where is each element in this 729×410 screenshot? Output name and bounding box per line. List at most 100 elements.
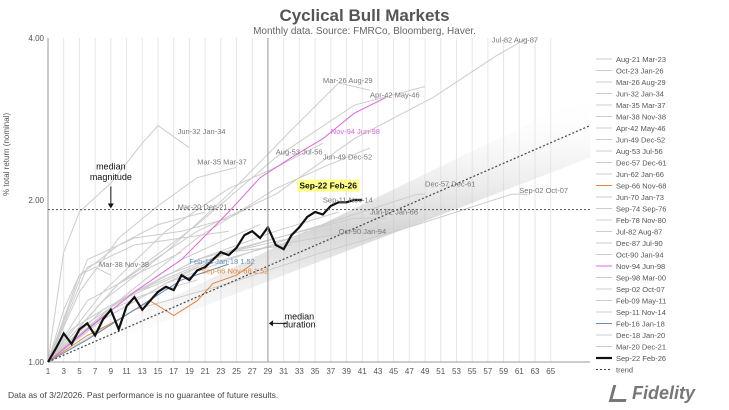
legend-label: Jul-82 Aug-87: [616, 228, 662, 237]
series-label: Oct-90 Jan-94: [339, 227, 387, 236]
legend-label: Feb-16 Jan-18: [616, 320, 665, 329]
x-tick-label: 19: [185, 367, 194, 376]
trend-band: [48, 93, 590, 366]
annotation: median: [285, 311, 315, 321]
legend-label: Mar-35 Mar-37: [616, 101, 666, 110]
legend-label: Jun-70 Jan-73: [616, 193, 664, 202]
series-label: Dec-57 Dec-61: [425, 179, 475, 188]
series-line-mar-20-dec-21: [47, 211, 206, 363]
series-label: Sep-66 Nov-68 1.52: [201, 267, 268, 276]
series-label: Mar-20 Dec-21: [178, 203, 228, 212]
x-tick-label: 7: [93, 367, 98, 376]
overlay-group: Jul-82 Aug-87 Mar-26 Aug-29 Apr-42 May-46 J…: [48, 36, 590, 362]
x-tick-label: 61: [515, 367, 524, 376]
legend-label: Sep-98 Mar-00: [616, 274, 666, 283]
series-line-trend: [47, 125, 591, 363]
y-tick-label: 4.00: [28, 34, 44, 43]
legend-label: Aug-53 Jul-56: [616, 147, 663, 156]
series-label: Jun-32 Jan-34: [178, 127, 226, 136]
legend-label: Dec-57 Dec-61: [616, 159, 666, 168]
x-tick-label: 11: [122, 367, 131, 376]
series-label: Aug-53 Jul-56: [276, 147, 323, 156]
duration-arrowhead: [268, 320, 273, 327]
series-line-sep-98-mar-00: [47, 251, 182, 363]
series-line-sep-11-nov-14: [47, 211, 339, 363]
fidelity-logo: Fidelity: [608, 383, 696, 404]
series-line-jun-32-jan-34: [47, 124, 190, 363]
series-label: Jun-49 Dec-52: [323, 152, 372, 161]
x-tick-label: 53: [452, 367, 461, 376]
x-tick-label: 27: [248, 367, 257, 376]
x-tick-label: 45: [389, 367, 398, 376]
series-label: Mar-35 Mar-37: [197, 157, 247, 166]
series-line-feb-09-may-11: [47, 205, 253, 363]
annotation: duration: [283, 319, 316, 329]
legend-label: Jun-62 Jan-66: [616, 170, 664, 179]
x-tick-label: 9: [109, 367, 114, 376]
legend-label: Feb-09 May-11: [616, 297, 666, 306]
series-label: Nov-94 Jun-98: [331, 127, 380, 136]
legend-label: Sep-11 Nov-14: [616, 308, 666, 317]
legend-label: Dec-18 Jan-20: [616, 331, 665, 340]
series-label: Jun-62 Jan-66: [370, 207, 418, 216]
series-line-jun-70-jan-73: [47, 237, 292, 363]
trend-band-shape: [48, 93, 590, 366]
x-tick-label: 5: [77, 367, 82, 376]
series-line-mar-35-mar-37: [47, 166, 237, 363]
x-tick-label: 29: [263, 367, 272, 376]
series-label: Sep-02 Oct-07: [519, 186, 568, 195]
chart-subtitle: Monthly data. Source: FMRCo, Bloomberg, …: [253, 26, 476, 37]
legend-label: Aug-21 Mar-23: [616, 55, 666, 64]
x-tick-label: 63: [531, 367, 540, 376]
x-tick-label: 49: [421, 367, 430, 376]
series-label: Mar-26 Aug-29: [323, 76, 373, 85]
series-label: Feb-16 Jan-18 1.52: [189, 257, 254, 266]
y-tick-label: 1.00: [28, 358, 44, 367]
legend-label: Jun-32 Jan-34: [616, 90, 664, 99]
series-label: Jul-82 Aug-87: [492, 36, 538, 45]
x-tick-label: 43: [373, 367, 382, 376]
legend-label: Sep-02 Oct-07: [616, 285, 665, 294]
series-label: Sep-11 Nov-14: [323, 195, 373, 204]
legend-label: Sep-74 Sep-76: [616, 205, 666, 214]
x-tick-label: 1: [46, 367, 51, 376]
legend: Aug-21 Mar-23 Oct-23 Jan-26 Mar-26 Aug-29 J…: [596, 55, 666, 375]
x-tick-label: 55: [468, 367, 477, 376]
series-label: Mar-38 Nov-38: [99, 260, 149, 269]
legend-label: Oct-23 Jan-26: [616, 67, 664, 76]
annotation: magnitude: [90, 172, 132, 182]
x-tick-label: 17: [169, 367, 178, 376]
series-line-sep-22-feb-26: [47, 198, 363, 363]
logo-text: Fidelity: [632, 383, 696, 403]
magnitude-arrowhead: [107, 203, 114, 209]
x-tick-label: 23: [216, 367, 225, 376]
x-tick-label: 59: [499, 367, 508, 376]
series-group: [47, 37, 591, 363]
x-tick-label: 37: [326, 367, 335, 376]
x-tick-label: 39: [342, 367, 351, 376]
x-tick-label: 57: [483, 367, 492, 376]
x-tick-label: 65: [546, 367, 555, 376]
series-line-dec-87-jul-90: [47, 244, 292, 363]
logo-mark-icon: [608, 385, 631, 402]
legend-label: Jun-49 Dec-52: [616, 136, 665, 145]
series-label: Apr-42 May-46: [370, 91, 420, 100]
y-tick-label: 2.00: [28, 196, 44, 205]
x-tick-label: 13: [138, 367, 147, 376]
x-tick-label: 21: [201, 367, 210, 376]
legend-label: Feb-78 Nov-80: [616, 216, 666, 225]
legend-label: Sep-22 Feb-26: [616, 354, 666, 363]
legend-label: Apr-42 May-46: [616, 124, 666, 133]
legend-label: Dec-87 Jul-90: [616, 239, 663, 248]
legend-label: Sep-66 Nov-68: [616, 182, 666, 191]
x-tick-label: 31: [279, 367, 288, 376]
legend-label: trend: [616, 366, 633, 375]
series-line-dec-18-jan-20: [47, 286, 151, 363]
legend-label: Mar-38 Nov-38: [616, 113, 666, 122]
legend-label: Oct-90 Jan-94: [616, 251, 664, 260]
series-line-feb-16-jan-18: [47, 263, 229, 363]
footnote: Data as of 3/2/2026. Past performance is…: [8, 390, 279, 400]
legend-label: Nov-94 Jun-98: [616, 262, 665, 271]
highlight-label-bg: [297, 179, 360, 192]
x-tick-label: 47: [405, 367, 414, 376]
